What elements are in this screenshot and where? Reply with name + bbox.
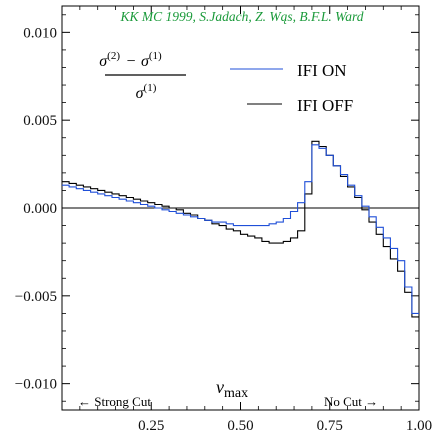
legend: IFI ON IFI OFF — [230, 61, 353, 115]
chart-title: KK MC 1999, S.Jadach, Z. Wąs, B.F.L. War… — [120, 9, 364, 24]
y-tick-label: 0.000 — [23, 201, 57, 217]
y-label-numerator-left: σ(2) — [99, 50, 120, 70]
y-tick-label: 0.010 — [23, 25, 57, 41]
x-tick-label: 0.75 — [317, 418, 343, 434]
y-label-minus: − — [126, 53, 135, 70]
y-tick-label: −0.005 — [15, 289, 57, 305]
x-axis-label: vmax — [216, 377, 248, 401]
x-tick-label: 1.00 — [406, 418, 432, 434]
y-label-numerator-right: σ(1) — [141, 50, 162, 70]
axis-tick-labels: 0.25 0.50 0.75 1.00 −0.010 −0.005 0.000 0.005 0.… — [15, 25, 432, 434]
x-tick-label: 0.50 — [227, 418, 253, 434]
series-line-ifi-off — [62, 140, 419, 318]
axis-ticks — [62, 6, 420, 410]
y-axis-label: σ(2) − σ(1) σ(1) — [99, 50, 186, 102]
annotation-strong-cut: ← Strong Cut — [78, 394, 151, 409]
series-line-ifi-on — [62, 144, 419, 314]
annotation-no-cut: No Cut → — [324, 394, 378, 409]
x-tick-label: 0.25 — [138, 418, 164, 434]
legend-label-ifi-off: IFI OFF — [297, 96, 353, 115]
y-tick-label: −0.010 — [15, 377, 57, 393]
y-tick-label: 0.005 — [23, 113, 57, 129]
series-layer — [62, 140, 419, 318]
y-label-denominator: σ(1) — [136, 82, 157, 102]
legend-label-ifi-on: IFI ON — [297, 61, 347, 80]
